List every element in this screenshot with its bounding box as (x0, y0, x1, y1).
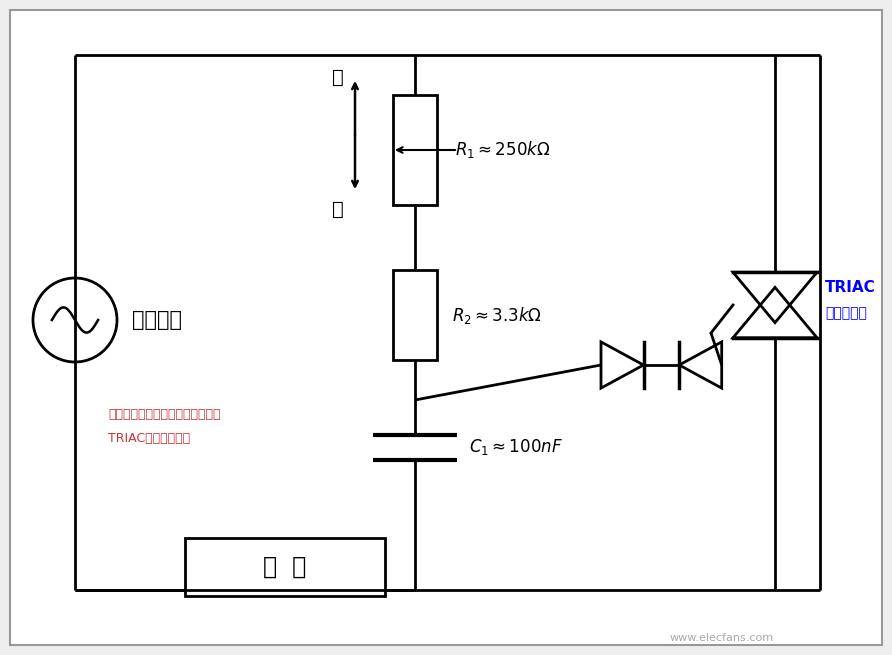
Text: $C_1\approx100nF$: $C_1\approx100nF$ (469, 437, 563, 457)
Bar (393, 270, 437, 360)
Text: 暗: 暗 (332, 200, 344, 219)
Text: 图二：传统的双向可控硅调光电路: 图二：传统的双向可控硅调光电路 (108, 409, 220, 422)
Text: $R_2\approx3.3k\Omega$: $R_2\approx3.3k\Omega$ (452, 305, 542, 326)
Bar (185, 538, 385, 596)
Bar (393, 95, 437, 205)
Text: $R_1\approx250k\Omega$: $R_1\approx250k\Omega$ (455, 140, 550, 160)
Text: 交流电源: 交流电源 (132, 310, 182, 330)
Text: TRIAC：双向可控硅: TRIAC：双向可控硅 (108, 432, 190, 445)
Text: 双向可控硅: 双向可控硅 (825, 306, 867, 320)
Text: www.elecfans.com: www.elecfans.com (670, 633, 774, 643)
Text: 负  载: 负 载 (263, 555, 307, 579)
Text: 亮: 亮 (332, 68, 344, 87)
Text: TRIAC: TRIAC (825, 280, 876, 295)
